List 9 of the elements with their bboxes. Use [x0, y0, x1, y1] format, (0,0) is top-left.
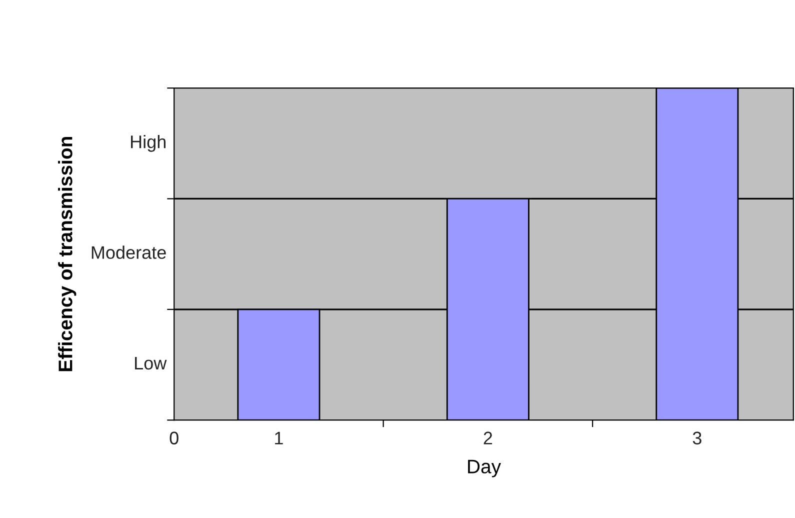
x-tick-label: 1 [275, 432, 283, 444]
text: High [131, 134, 166, 152]
text: Low [135, 357, 167, 370]
text: Moderate [92, 246, 166, 259]
y-axis-title: Efficency of transmission [58, 136, 76, 372]
x-tick-label: 3 [692, 432, 702, 444]
x-tick-label: 2 [484, 432, 492, 444]
x-axis-title: Day [468, 460, 502, 478]
x-tick-label: 0 [170, 432, 178, 444]
